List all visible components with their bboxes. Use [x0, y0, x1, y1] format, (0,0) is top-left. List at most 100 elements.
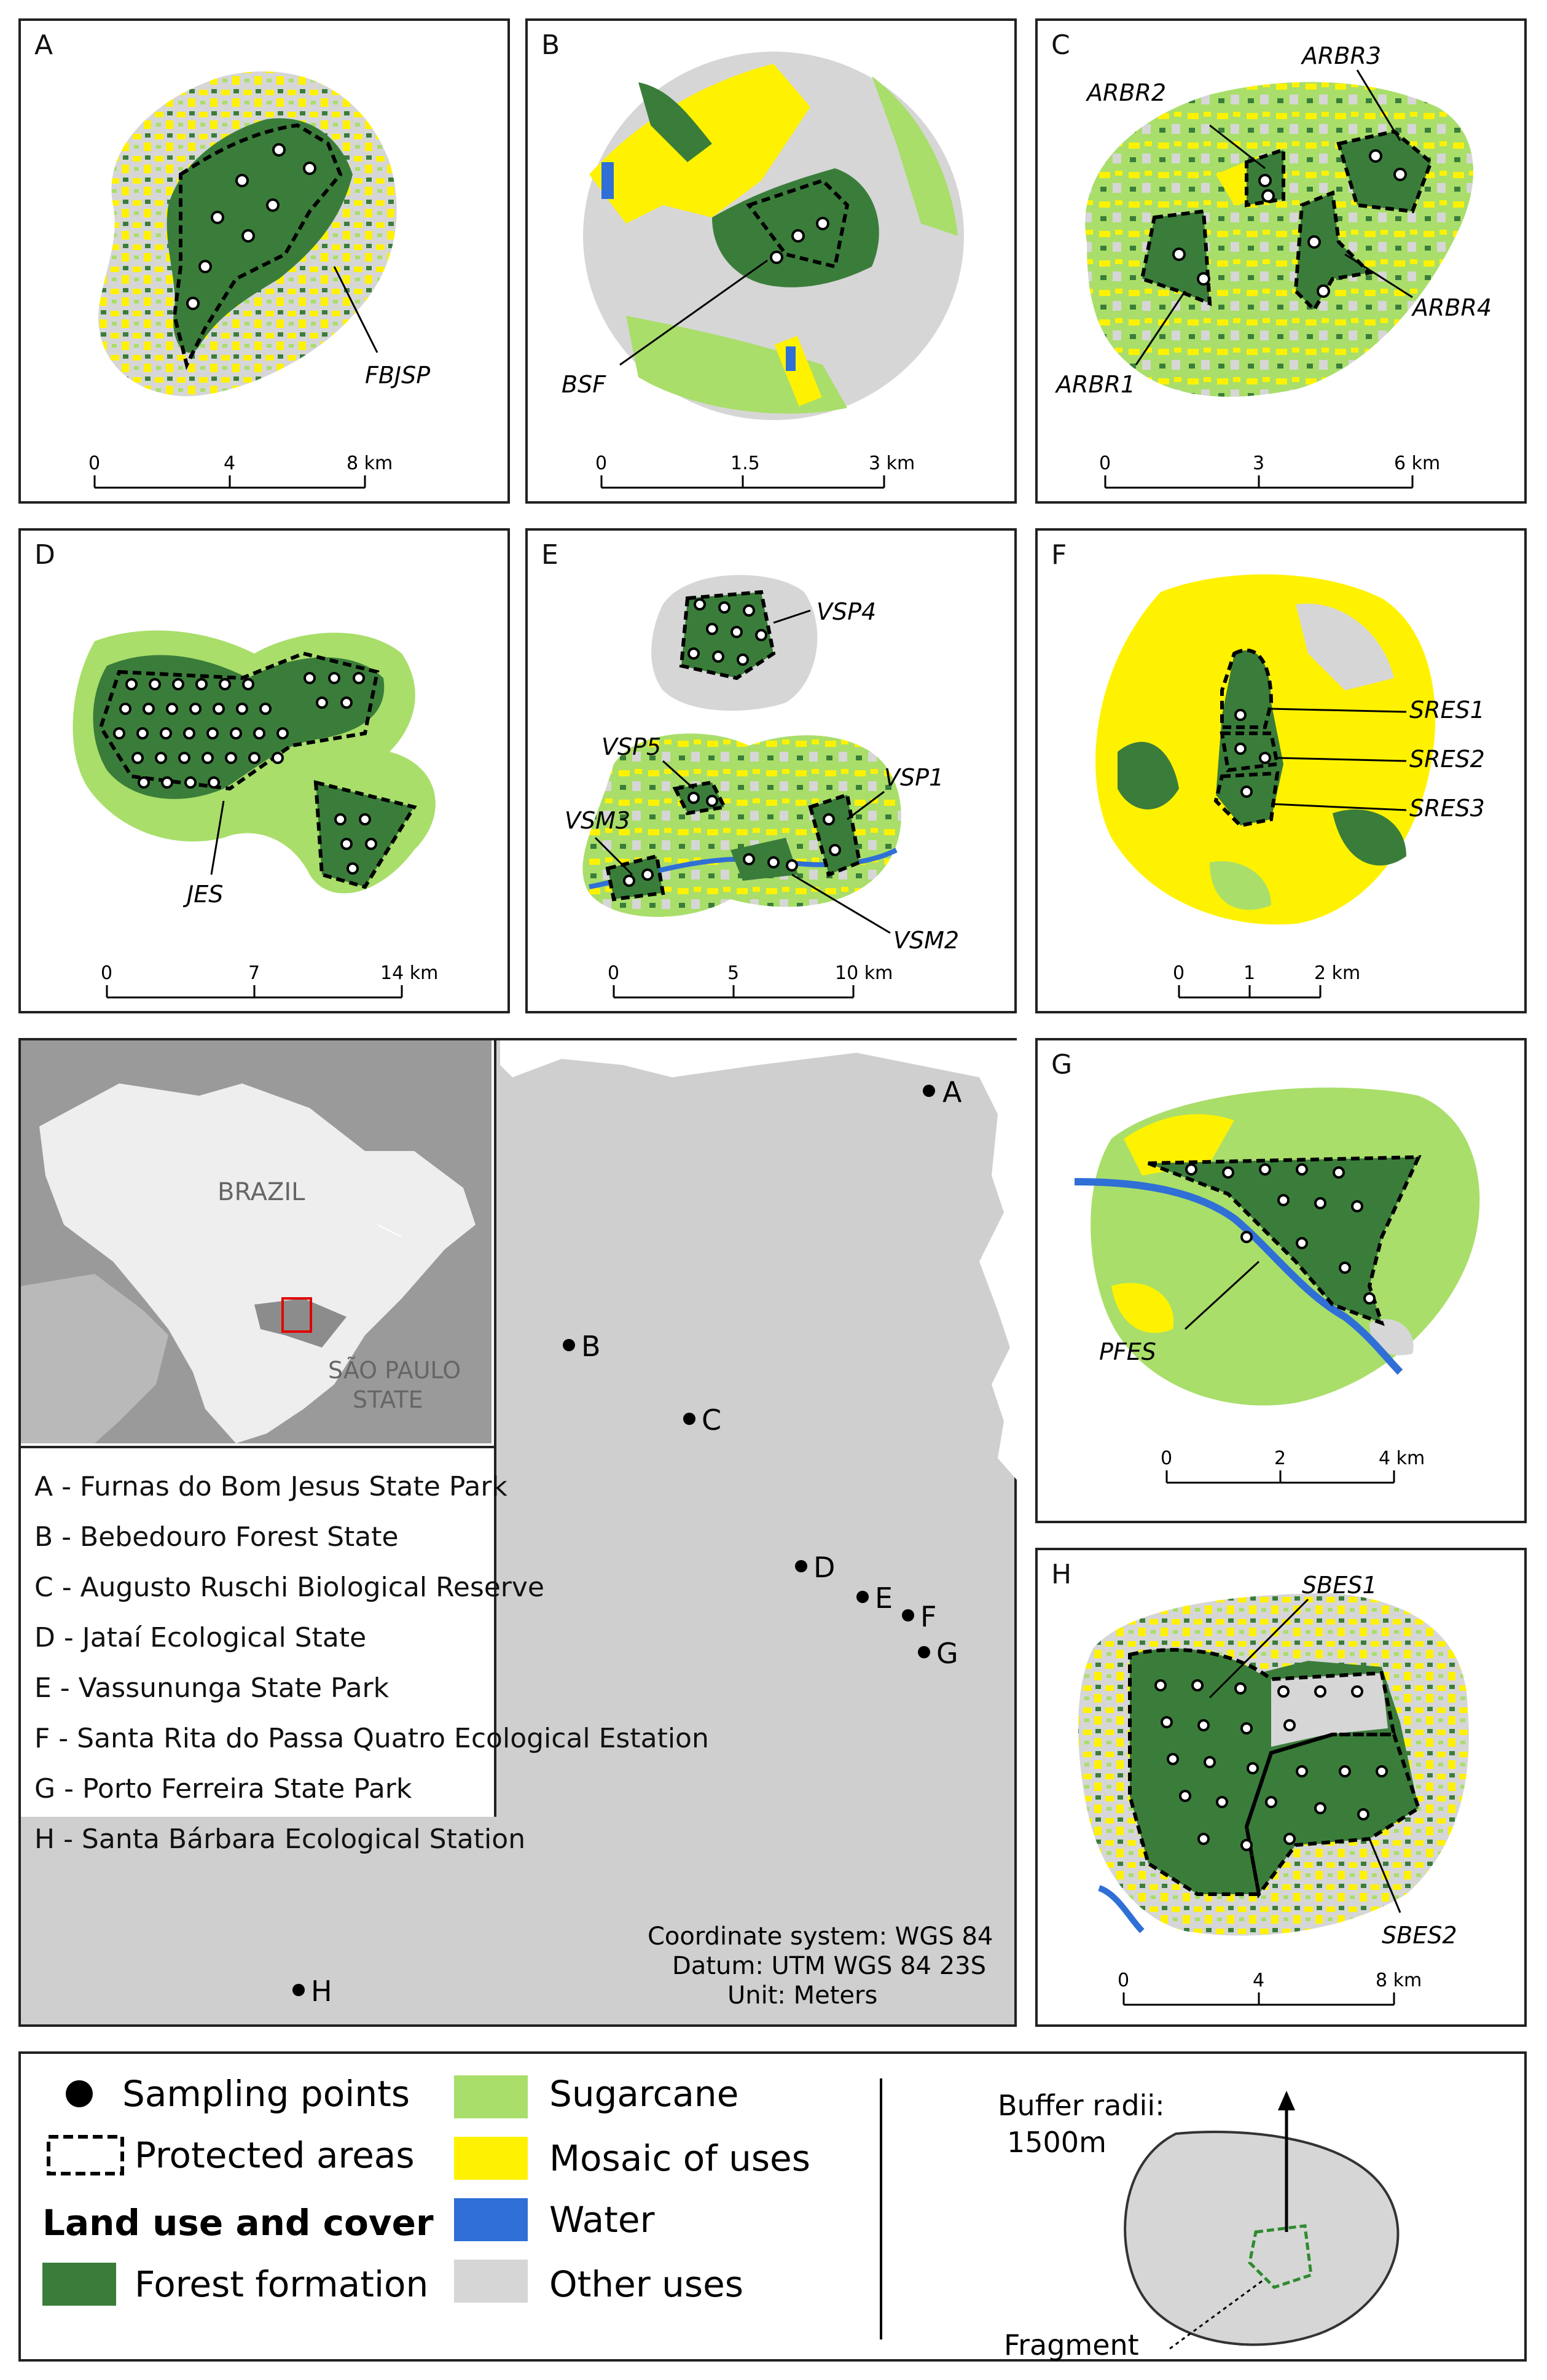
map-panel-f: SRES1 SRES2 SRES3 0 1 2 km F [1035, 528, 1527, 1013]
site-list-item-f: F - Santa Rita do Passa Quatro Ecologica… [34, 1723, 709, 1754]
scale-f-end: 2 km [1314, 962, 1360, 984]
scale-b-mid: 1.5 [730, 453, 760, 474]
map-panel-h: SBES1 SBES2 0 4 8 km H [1035, 1548, 1527, 2027]
scale-f-0: 0 [1173, 962, 1185, 984]
inset-state-label-1: SÃO PAULO [328, 1357, 461, 1384]
sampling-point [195, 678, 208, 690]
site-list-item-e: E - Vassununga State Park [34, 1672, 390, 1704]
map-panel-c: ARBR3 ARBR2 ARBR4 ARBR1 0 3 6 km C [1035, 18, 1527, 504]
sampling-point [353, 672, 365, 684]
scale-c-end: 6 km [1394, 453, 1440, 474]
site-list: A - Furnas do Bom Jesus State Park B - B… [21, 1448, 709, 1855]
panel-letter-e: E [541, 539, 558, 571]
sampling-point [149, 678, 161, 690]
sampling-point [236, 703, 248, 715]
sampling-point [304, 672, 316, 684]
sampling-point [253, 727, 265, 739]
sampling-point [125, 678, 138, 690]
scale-a-mid: 4 [224, 453, 235, 474]
scale-f-mid: 1 [1243, 962, 1255, 984]
sampling-point-symbol [66, 2080, 93, 2107]
label-sres2: SRES2 [1409, 746, 1485, 773]
sampling-point [113, 727, 125, 739]
scale-g-mid: 2 [1274, 1448, 1286, 1469]
sampling-point [340, 696, 353, 709]
inset-state-label-2: STATE [353, 1386, 423, 1413]
label-arbr1: ARBR1 [1054, 371, 1135, 398]
label-vsp1: VSP1 [884, 764, 944, 791]
scale-a-end: 8 km [347, 453, 393, 474]
sampling-point [276, 727, 289, 739]
sampling-point [359, 813, 371, 825]
mosaic-swatch [454, 2137, 528, 2180]
site-marker-a: A [942, 1075, 962, 1109]
label-arbr4: ARBR4 [1411, 294, 1492, 321]
sampling-point [334, 813, 347, 825]
sugarcane-swatch [454, 2075, 528, 2118]
sampling-point [172, 678, 184, 690]
site-marker-c: C [702, 1403, 721, 1437]
scale-e-mid: 5 [727, 962, 739, 984]
site-marker-d: D [813, 1551, 835, 1584]
other-uses-swatch [454, 2260, 528, 2303]
sampling-point [166, 703, 178, 715]
site-list-item-h: H - Santa Bárbara Ecological Station [34, 1824, 526, 1855]
scale-b-0: 0 [595, 453, 607, 474]
inset-locator-box [281, 1297, 312, 1333]
panel-letter-c: C [1051, 29, 1070, 61]
label-vsm2: VSM2 [893, 927, 959, 954]
scale-a-0: 0 [88, 453, 100, 474]
legend-water: Water [549, 2199, 655, 2241]
legend-forest: Forest formation [135, 2263, 428, 2305]
panel-letter-b: B [541, 29, 560, 61]
protected-area-symbol [47, 2135, 124, 2175]
sampling-point [316, 696, 328, 709]
legend-sugarcane: Sugarcane [549, 2073, 738, 2115]
sampling-point [213, 703, 225, 715]
map-panel-e: VSP4 VSP5 VSP1 VSM3 VSM2 0 5 10 km E [525, 528, 1017, 1013]
site-marker-h: H [311, 1975, 332, 2008]
sampling-point [136, 727, 149, 739]
sampling-point [119, 703, 131, 715]
sampling-point [184, 776, 197, 789]
legend: Sampling points Protected areas Land use… [18, 2051, 1527, 2362]
sampling-point [242, 678, 254, 690]
scale-e-end: 10 km [835, 962, 893, 984]
overview-map: A B C D E F G H Coordinate system: WGS 8… [18, 1038, 1019, 2027]
panel-letter-a: A [34, 29, 53, 61]
arrow-head-icon [1278, 2091, 1295, 2110]
scale-h-0: 0 [1118, 1970, 1129, 1991]
inset-country-label: BRAZIL [217, 1178, 305, 1206]
sampling-point [328, 672, 340, 684]
site-list-item-c: C - Augusto Ruschi Biological Reserve [34, 1572, 545, 1603]
crs-line-2: Datum: UTM WGS 84 23S [672, 1952, 986, 1980]
sampling-point [178, 752, 190, 764]
sampling-point [340, 838, 353, 850]
scale-d-0: 0 [101, 962, 112, 984]
legend-sampling-points: Sampling points [122, 2073, 410, 2115]
crs-line-1: Coordinate system: WGS 84 [648, 1922, 993, 1951]
scale-g-end: 4 km [1379, 1448, 1425, 1469]
sampling-point [219, 678, 231, 690]
label-vsp5: VSP5 [601, 733, 661, 760]
scale-h-end: 8 km [1376, 1970, 1422, 1991]
scale-e-0: 0 [608, 962, 619, 984]
sampling-point [202, 752, 214, 764]
fragment-symbol [1248, 2224, 1313, 2289]
legend-protected-areas: Protected areas [135, 2134, 415, 2176]
sampling-point [365, 838, 377, 850]
scale-g-0: 0 [1161, 1448, 1172, 1469]
panel-letter-f: F [1051, 539, 1067, 571]
label-sbes1: SBES1 [1302, 1572, 1377, 1599]
label-sbes2: SBES2 [1382, 1922, 1457, 1949]
sampling-point [160, 727, 172, 739]
scale-c-mid: 3 [1253, 453, 1264, 474]
sampling-point [131, 752, 144, 764]
label-bsf: BSF [562, 371, 606, 398]
sampling-point [155, 752, 167, 764]
sampling-point [272, 752, 284, 764]
sampling-point [225, 752, 237, 764]
label-vsm3: VSM3 [565, 807, 630, 834]
map-panel-g: PFES 0 2 4 km G [1035, 1038, 1527, 1523]
scale-h-mid: 4 [1253, 1970, 1264, 1991]
